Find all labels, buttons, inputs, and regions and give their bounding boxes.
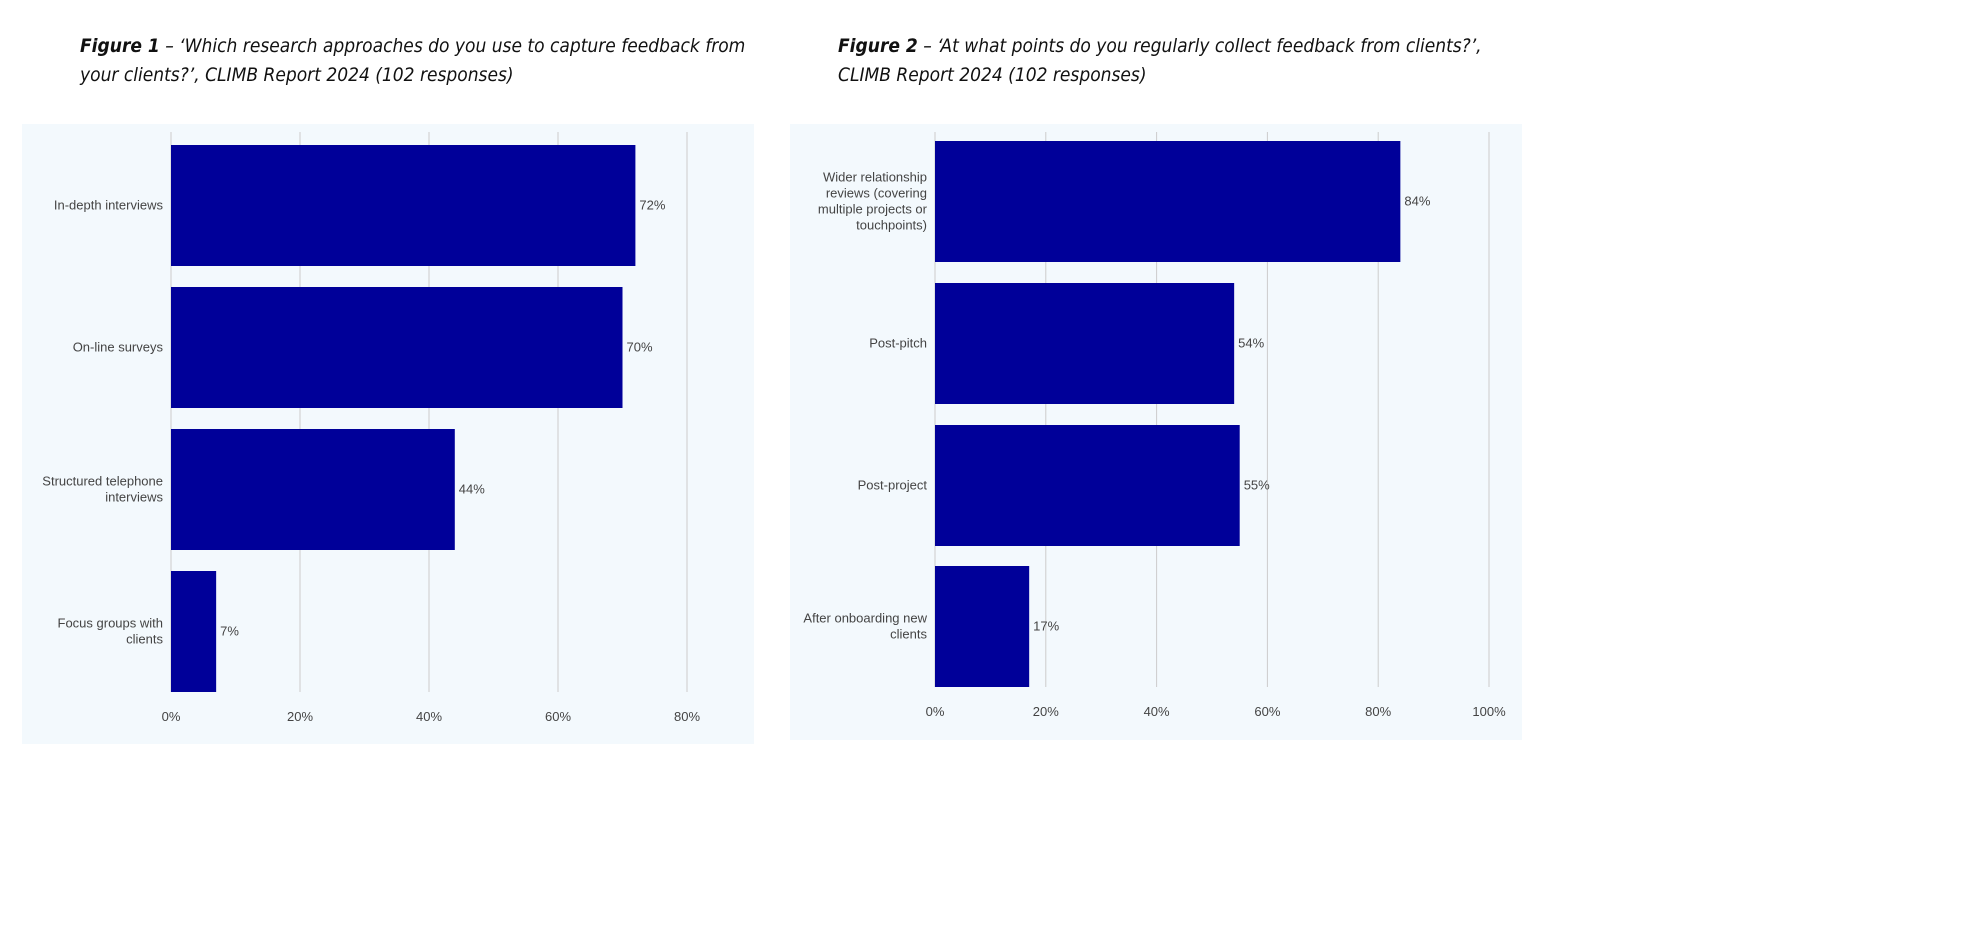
category-label: Focus groups with clients [58, 616, 164, 647]
category-label: Wider relationship reviews (covering multi… [818, 170, 928, 233]
bar [171, 571, 217, 692]
category-label: Post-pitch [869, 336, 927, 351]
x-tick-label: 40% [1144, 704, 1170, 719]
category-label-line: In-depth interviews [54, 198, 164, 213]
category-label-line: clients [890, 627, 927, 642]
category-label-line: After onboarding new [803, 611, 927, 626]
bar [935, 566, 1030, 687]
figure-2-caption: Figure 2 – ‘At what points do you regula… [838, 32, 1538, 90]
category-label-line: Wider relationship [823, 170, 927, 185]
category-label: Post-project [858, 478, 928, 493]
chart-2: 0% 20% 40% 60% 80% 100% 84% Wider relationship r… [790, 124, 1522, 740]
data-label: 72% [639, 198, 665, 213]
bar [171, 287, 623, 408]
bar [935, 283, 1235, 404]
category-label: In-depth interviews [54, 198, 164, 213]
category-label-line: interviews [105, 490, 163, 505]
x-tick-label: 20% [287, 709, 313, 724]
x-tick-label: 80% [1365, 704, 1391, 719]
category-label-line: Post-pitch [869, 336, 927, 351]
category-label-line: Post-project [858, 478, 928, 493]
figure-1-label: Figure 1 [80, 35, 160, 57]
x-tick-label: 40% [416, 709, 442, 724]
category-label-line: clients [126, 632, 163, 647]
data-label: 84% [1404, 194, 1430, 209]
x-tick-label: 0% [926, 704, 945, 719]
x-tick-label: 80% [674, 709, 700, 724]
category-label-line: Focus groups with [58, 616, 164, 631]
x-tick-label: 0% [162, 709, 181, 724]
category-label-line: reviews (covering [826, 186, 927, 201]
data-label: 70% [627, 340, 653, 355]
category-label-line: On-line surveys [73, 340, 164, 355]
bar [935, 425, 1240, 546]
x-tick-label: 100% [1472, 704, 1506, 719]
data-label: 54% [1238, 336, 1264, 351]
bar [171, 145, 636, 266]
x-tick-label: 60% [545, 709, 571, 724]
x-tick-label: 60% [1254, 704, 1280, 719]
x-tick-label: 20% [1033, 704, 1059, 719]
chart-1: 0% 20% 40% 60% 80% 72% In-depth interviews 70% O… [22, 124, 754, 744]
bar [171, 429, 455, 550]
category-label: Structured telephone interviews [42, 474, 163, 505]
data-label: 55% [1244, 478, 1270, 493]
bar [935, 141, 1401, 262]
figure-2-text: – ‘At what points do you regularly colle… [838, 35, 1482, 86]
category-label-line: touchpoints) [856, 218, 927, 233]
category-label-line: Structured telephone [42, 474, 163, 489]
data-label: 17% [1033, 619, 1059, 634]
figure-1-text: – ‘Which research approaches do you use … [80, 35, 746, 86]
data-label: 7% [220, 624, 239, 639]
category-label: On-line surveys [73, 340, 164, 355]
category-label: After onboarding new clients [803, 611, 927, 642]
figure-1-caption: Figure 1 – ‘Which research approaches do… [80, 32, 780, 90]
data-label: 44% [459, 482, 485, 497]
figure-2-label: Figure 2 [838, 35, 918, 57]
category-label-line: multiple projects or [818, 202, 928, 217]
